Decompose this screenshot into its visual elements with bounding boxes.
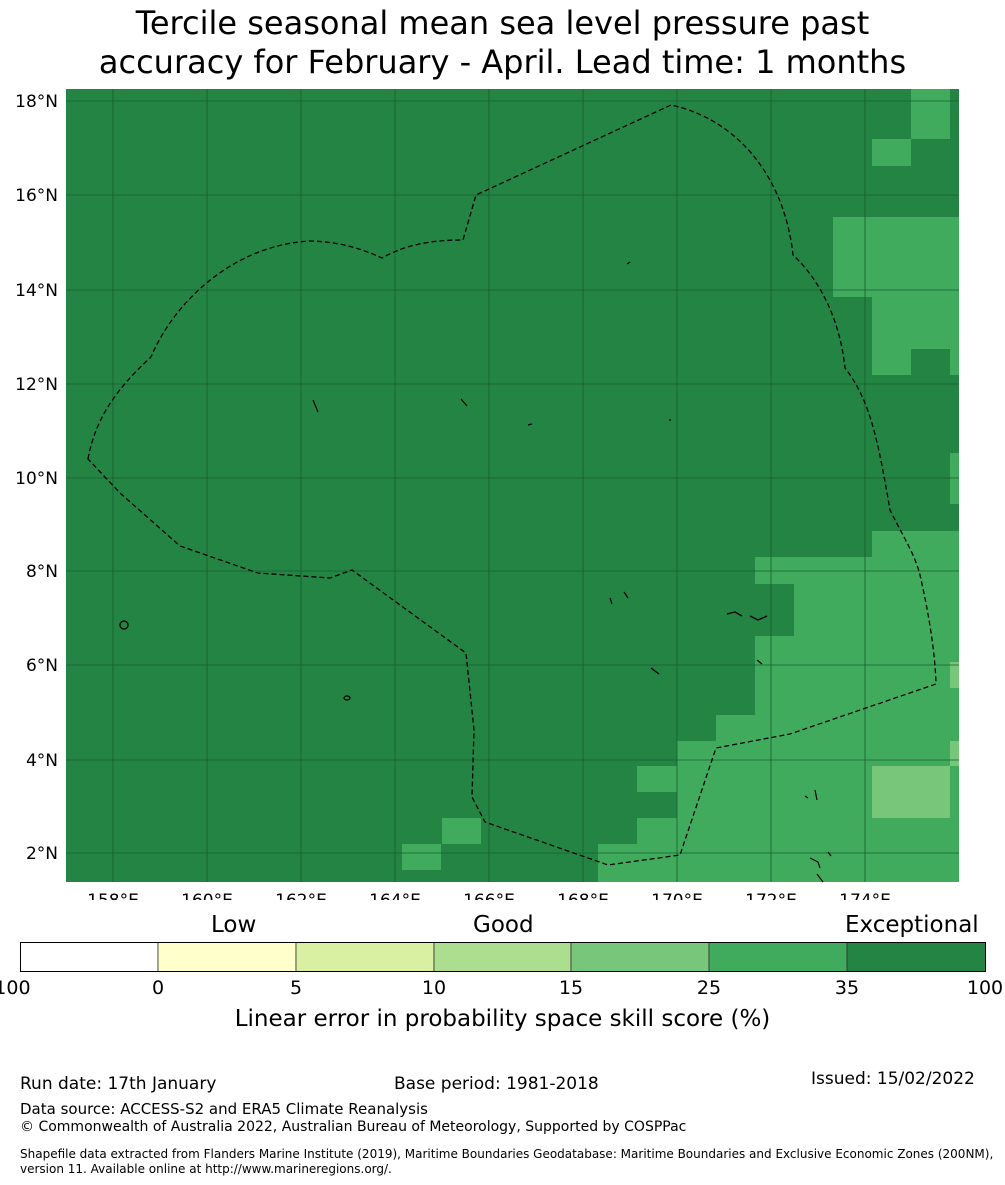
longitude-label: 172°E <box>745 891 797 900</box>
graticule <box>66 89 959 882</box>
shapefile-credit: Shapefile data extracted from Flanders M… <box>20 1147 994 1176</box>
latitude-label: 12°N <box>15 375 58 395</box>
skill-cell <box>677 741 959 766</box>
colorbar-tick: 35 <box>834 977 860 999</box>
island <box>726 611 768 621</box>
island <box>609 591 629 605</box>
colorbar-tick: 25 <box>696 977 722 999</box>
skill-cell <box>794 584 959 636</box>
latitude-label: 8°N <box>26 562 58 582</box>
latitude-label: 6°N <box>26 656 58 676</box>
colorbar-segment <box>157 942 297 972</box>
longitude-label: 168°E <box>557 891 609 900</box>
skill-map: 158°E 160°E 162°E 164°E 166°E 168°E 170°E 172°E… <box>15 89 959 900</box>
longitude-label: 164°E <box>369 891 421 900</box>
skill-cell <box>950 453 959 504</box>
skill-cell <box>402 844 441 870</box>
colorbar-segment <box>20 942 159 972</box>
skill-cell <box>872 297 959 349</box>
island <box>527 261 671 426</box>
colorbar-segment <box>846 942 986 972</box>
longitude-label: 160°E <box>181 891 233 900</box>
latitude-label: 2°N <box>26 844 58 864</box>
colorbar <box>20 942 986 972</box>
latitude-label: 16°N <box>15 186 58 206</box>
eez-boundary-line <box>87 104 937 866</box>
latitude-label: 18°N <box>15 92 58 112</box>
colorbar-tick: 5 <box>289 977 303 999</box>
title-line-1: Tercile seasonal mean sea level pressure… <box>135 4 870 42</box>
latitude-label: 14°N <box>15 281 58 301</box>
island <box>650 659 832 857</box>
island <box>343 695 351 701</box>
skill-cell <box>872 766 950 818</box>
skill-cell <box>677 766 872 818</box>
category-low: Low <box>211 912 257 938</box>
skill-cell <box>637 818 959 844</box>
island <box>119 620 129 630</box>
longitude-labels: 158°E 160°E 162°E 164°E 166°E 168°E 170°E 172°E… <box>87 891 891 900</box>
colorbar-segment <box>570 942 710 972</box>
skill-cell <box>950 741 959 766</box>
longitude-label: 166°E <box>463 891 515 900</box>
longitude-label: 158°E <box>87 891 139 900</box>
colorbar-tick: 100 <box>966 977 1004 999</box>
eez-boundary <box>87 104 937 866</box>
colorbar-segment <box>433 942 572 972</box>
latitude-label: 10°N <box>15 469 58 489</box>
data-source: Data source: ACCESS-S2 and ERA5 Climate … <box>20 1100 428 1118</box>
skill-cell <box>950 766 959 818</box>
map-title: Tercile seasonal mean sea level pressure… <box>0 4 1005 82</box>
longitude-label: 162°E <box>275 891 327 900</box>
longitude-label: 174°E <box>839 891 891 900</box>
skill-cell <box>442 818 481 844</box>
skill-cell <box>598 844 959 882</box>
skill-cell <box>755 636 959 715</box>
base-period: Base period: 1981-2018 <box>394 1074 599 1094</box>
skill-cell <box>637 766 677 792</box>
category-good: Good <box>473 912 534 938</box>
skill-cell <box>755 557 959 584</box>
colorbar-segment <box>295 942 435 972</box>
skill-cell <box>716 715 959 741</box>
colorbar-tick: 10 <box>421 977 447 999</box>
skill-cell <box>833 217 959 297</box>
colorbar-tick: -100 <box>0 977 31 999</box>
latitude-labels: 18°N 16°N 14°N 12°N 10°N 8°N 6°N 4°N 2°N <box>15 92 58 864</box>
longitude-label: 170°E <box>651 891 703 900</box>
island <box>809 857 824 883</box>
skill-cell <box>950 349 959 375</box>
issued-date: Issued: 15/02/2022 <box>811 1069 975 1089</box>
island <box>804 789 818 801</box>
latitude-label: 4°N <box>26 751 58 771</box>
copyright: © Commonwealth of Australia 2022, Austra… <box>20 1119 687 1135</box>
skill-cell <box>872 349 911 375</box>
category-exceptional: Exceptional <box>845 912 979 938</box>
colorbar-tick: 15 <box>558 977 584 999</box>
islands <box>119 261 832 883</box>
colorbar-outline <box>20 942 986 972</box>
colorbar-tick: 0 <box>151 977 165 999</box>
skill-cell <box>872 139 911 166</box>
title-line-2: accuracy for February - April. Lead time… <box>98 43 907 81</box>
skill-cell <box>911 89 950 139</box>
run-date: Run date: 17th January <box>20 1074 217 1094</box>
island <box>312 398 468 413</box>
colorbar-label: Linear error in probability space skill … <box>234 1006 771 1032</box>
skill-cells <box>66 89 959 882</box>
skill-cell <box>950 662 959 688</box>
colorbar-segment <box>708 942 848 972</box>
